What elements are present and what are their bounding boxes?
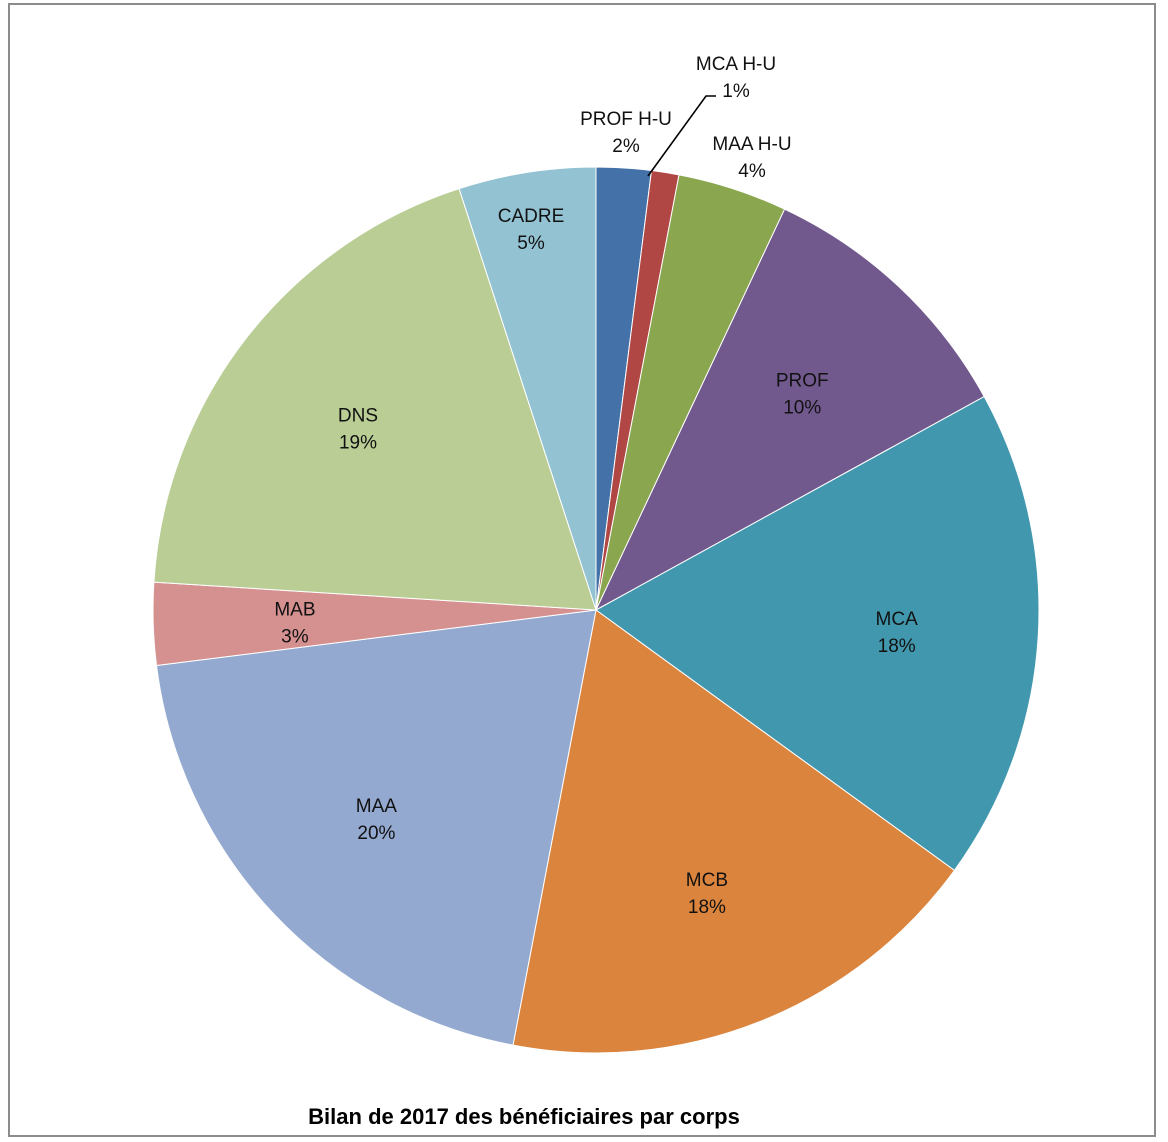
slice-label-mca-h-u: MCA H-U: [696, 54, 776, 75]
slice-value-mab: 3%: [281, 626, 309, 647]
slice-value-dns: 19%: [339, 432, 377, 453]
pie-slice-dns: [153, 188, 597, 611]
slice-value-maa-h-u: 4%: [738, 161, 766, 182]
slice-labels: PROF H-U 2% MCA H-U 1% MAA H-U 4% PROF 10% MCA 18…: [274, 54, 918, 918]
slice-value-mcb: 18%: [688, 897, 726, 918]
slice-label-mab: MAB: [274, 599, 315, 620]
slice-label-maa: MAA: [356, 796, 398, 817]
slice-label-prof: PROF: [776, 370, 829, 391]
slice-label-cadre: CADRE: [498, 206, 565, 227]
slice-value-prof-h-u: 2%: [612, 136, 640, 157]
slice-value-maa: 20%: [357, 823, 395, 844]
pie-slice-mcb: [512, 609, 956, 1054]
slice-label-mcb: MCB: [686, 870, 728, 891]
chart-title: Bilan de 2017 des bénéficiaires par corp…: [308, 1104, 740, 1129]
slice-label-dns: DNS: [338, 405, 378, 426]
slice-label-maa-h-u: MAA H-U: [712, 134, 791, 155]
slice-value-mca: 18%: [878, 636, 916, 657]
slice-label-prof-h-u: PROF H-U: [580, 109, 672, 130]
pie-slices: [152, 166, 1040, 1054]
leader-line-mca-h-u: [647, 95, 716, 177]
slice-value-cadre: 5%: [517, 233, 545, 254]
pie-slice-cadre: [458, 166, 597, 611]
slice-value-mca-h-u: 1%: [722, 81, 750, 102]
pie-slice-mca: [595, 395, 1040, 872]
slice-label-mca: MCA: [876, 609, 919, 630]
slice-value-prof: 10%: [783, 397, 821, 418]
pie-slice-prof: [594, 208, 985, 612]
leader-lines: [647, 95, 716, 177]
pie-slice-maa: [155, 609, 597, 1046]
